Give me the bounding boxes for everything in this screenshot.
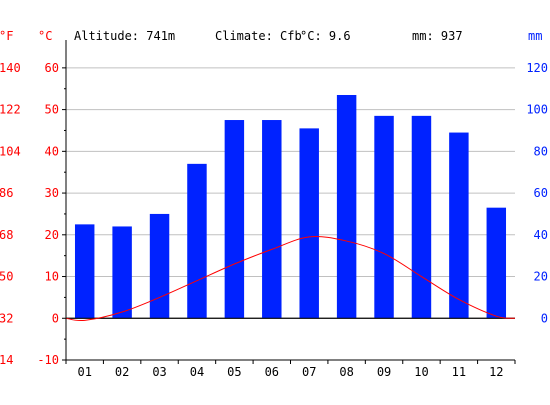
- axis-layer: -101403210502068308640104501226014002040…: [0, 40, 548, 379]
- label-layer: Altitude: 741m Climate: Cfb °C: 9.6 mm: …: [0, 29, 542, 43]
- month-label-01: 01: [77, 365, 91, 379]
- precipitation-bar-03: [149, 213, 170, 319]
- precipitation-tick-label: 0: [541, 311, 548, 325]
- celsius-tick-label: 50: [45, 103, 59, 117]
- fahrenheit-tick-label: 86: [0, 186, 13, 200]
- month-label-03: 03: [152, 365, 166, 379]
- climate-label: Climate: Cfb: [215, 29, 302, 43]
- precipitation-bar-07: [299, 128, 319, 319]
- month-label-04: 04: [190, 365, 204, 379]
- precipitation-bar-04: [187, 163, 207, 319]
- temperature-line: [65, 236, 516, 322]
- celsius-tick-label: 20: [45, 228, 59, 242]
- precipitation-tick-label: 20: [534, 270, 548, 284]
- celsius-tick-label: 10: [45, 270, 59, 284]
- precipitation-bar-02: [112, 226, 132, 319]
- fahrenheit-tick-label: 68: [0, 228, 13, 242]
- month-label-12: 12: [489, 365, 503, 379]
- celsius-tick-label: 0: [52, 311, 59, 325]
- annual-precipitation-label: mm: 937: [412, 29, 463, 43]
- grid-layer: [66, 67, 515, 319]
- precipitation-bar-10: [411, 115, 432, 319]
- month-label-05: 05: [227, 365, 241, 379]
- precipitation-bar-12: [486, 207, 507, 319]
- fahrenheit-tick-label: 32: [0, 311, 13, 325]
- fahrenheit-unit-label: °F: [0, 29, 13, 43]
- fahrenheit-tick-label: 122: [0, 103, 21, 117]
- fahrenheit-tick-label: 50: [0, 270, 13, 284]
- precipitation-bar-06: [262, 120, 282, 319]
- precipitation-bar-11: [449, 132, 469, 319]
- month-label-09: 09: [377, 365, 391, 379]
- month-label-02: 02: [115, 365, 129, 379]
- precipitation-bars: [66, 94, 515, 319]
- month-label-07: 07: [302, 365, 316, 379]
- celsius-tick-label: 30: [45, 186, 59, 200]
- fahrenheit-tick-label: 14: [0, 353, 13, 367]
- month-label-10: 10: [414, 365, 428, 379]
- month-label-08: 08: [339, 365, 353, 379]
- precipitation-tick-label: 80: [534, 144, 548, 158]
- precipitation-bar-05: [224, 120, 245, 319]
- precipitation-bar-01: [74, 224, 95, 319]
- celsius-tick-label: 60: [45, 61, 59, 75]
- precipitation-tick-label: 100: [526, 103, 548, 117]
- precipitation-bar-09: [374, 115, 394, 319]
- precipitation-tick-label: 60: [534, 186, 548, 200]
- mean-temperature-label: °C: 9.6: [300, 29, 351, 43]
- month-label-11: 11: [452, 365, 466, 379]
- celsius-tick-label: 40: [45, 144, 59, 158]
- fahrenheit-tick-label: 140: [0, 61, 21, 75]
- fahrenheit-tick-label: 104: [0, 144, 21, 158]
- precipitation-unit-label: mm: [528, 29, 542, 43]
- celsius-unit-label: °C: [38, 29, 52, 43]
- precipitation-bar-08: [336, 94, 357, 319]
- celsius-tick-label: -10: [37, 353, 59, 367]
- precipitation-tick-label: 120: [526, 61, 548, 75]
- altitude-label: Altitude: 741m: [74, 29, 175, 43]
- precipitation-tick-label: 40: [534, 228, 548, 242]
- month-label-06: 06: [265, 365, 279, 379]
- temperature-line-layer: [65, 236, 516, 322]
